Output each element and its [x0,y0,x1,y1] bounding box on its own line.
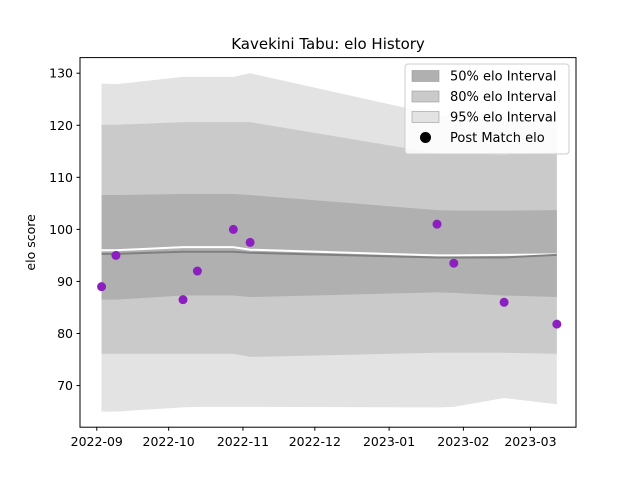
post-match-elo-point [192,266,202,276]
legend-label: Post Match elo [450,131,545,146]
x-tick-label: 2023-01 [363,434,415,449]
post-match-elo-point [432,219,442,229]
post-match-elo-point [111,250,121,260]
y-tick-label: 130 [49,66,73,81]
legend-swatch [411,70,440,82]
legend-swatch [411,111,440,123]
legend-swatch [411,90,440,103]
post-match-elo-point [449,258,459,268]
legend-box [404,63,570,155]
post-match-elo-point [499,297,509,307]
series-line-1 [101,250,557,259]
legend-label: 50% elo Interval [450,70,557,85]
axes-frame [79,57,577,428]
legend-label: 80% elo Interval [450,90,557,105]
series-line-0 [101,246,557,257]
x-tick-label: 2022-10 [143,434,195,449]
post-match-elo-point [552,319,562,329]
y-tick-label: 80 [57,326,73,341]
y-tick-label: 90 [57,274,73,289]
legend: 50% elo Interval 80% elo Interval 95% elo … [404,63,570,155]
post-match-elo-point [228,224,238,234]
plot-area [97,73,562,412]
y-tick-label: 110 [49,170,73,185]
x-tick-label: 2023-03 [504,434,556,449]
post-match-elo-point [97,282,107,292]
chart-title: Kavekini Tabu: elo History [231,35,425,53]
x-tick-label: 2022-11 [217,434,269,449]
interval-band-2 [101,193,557,300]
post-match-elo-point [178,295,188,305]
post-match-elo-point [245,237,255,247]
axes: 70 80 90 100 110 120 130 2022-09 2022-10 2022-11 2… [49,66,556,449]
y-axis-label: elo score [23,214,38,271]
x-tick-label: 2022-12 [289,434,341,449]
legend-label: 95% elo Interval [450,111,557,126]
legend-marker [420,132,431,143]
x-tick-label: 2022-09 [71,434,123,449]
y-tick-label: 70 [57,378,73,393]
y-tick-label: 100 [49,222,73,237]
x-tick-label: 2023-02 [437,434,489,449]
y-tick-label: 120 [49,118,73,133]
